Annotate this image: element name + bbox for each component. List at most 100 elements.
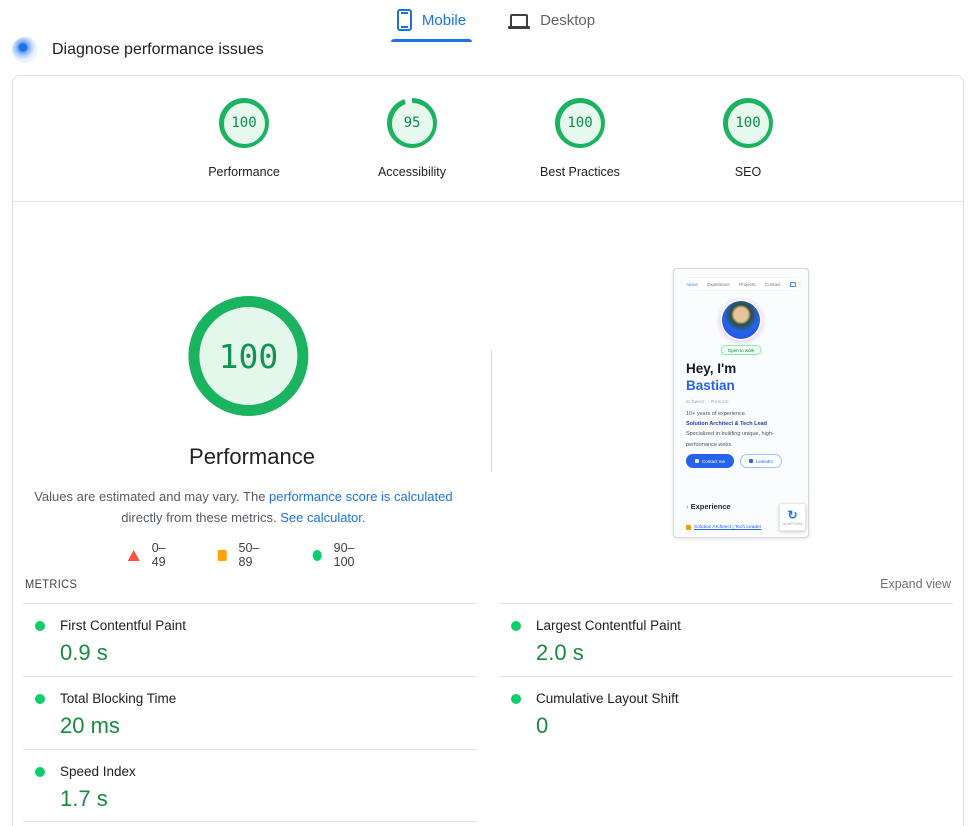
experience-item-icon xyxy=(686,525,691,530)
performance-title: Performance xyxy=(189,444,315,469)
metrics-heading: METRICS xyxy=(25,577,78,591)
tab-desktop[interactable]: Desktop xyxy=(502,0,601,42)
experience-item-link: Solution Architect | Tech Leader xyxy=(694,525,762,530)
pass-dot-icon xyxy=(511,620,521,631)
experience-item: Solution Architect | Tech Leader xyxy=(686,525,761,530)
fail-triangle-icon xyxy=(127,549,140,561)
performance-description: Values are estimated and may vary. The p… xyxy=(28,487,458,529)
heading-line2: Bastian xyxy=(686,377,735,393)
performance-score-gauge: 100 xyxy=(188,296,309,416)
gauge-label: SEO xyxy=(734,165,762,179)
recaptcha-label: reCAPTCHA xyxy=(782,521,803,526)
metric-value: 2.0 s xyxy=(536,640,584,665)
score-value: 95 xyxy=(403,115,421,131)
gauge-label: Best Practices xyxy=(540,165,620,179)
score-legend: 0–49 50–89 90–100 xyxy=(127,541,367,569)
gauge-accessibility[interactable]: 95 Accessibility xyxy=(364,98,460,179)
metrics-grid: First Contentful Paint 0.9 s Total Block… xyxy=(23,603,953,822)
thumb-nav-item: About xyxy=(686,281,698,287)
avatar xyxy=(722,301,760,339)
gauge-seo[interactable]: 100 SEO xyxy=(700,98,796,179)
phone-icon xyxy=(396,9,412,31)
legend-range: 0–49 xyxy=(151,541,166,569)
gauge-performance[interactable]: 100 Performance xyxy=(196,98,292,179)
gauge-ring: 100 xyxy=(723,98,773,148)
bio-text: 10+ years of experience. xyxy=(686,411,747,417)
metric-first-contentful-paint: First Contentful Paint 0.9 s xyxy=(23,603,477,676)
performance-summary: 100 Performance Values are estimated and… xyxy=(13,201,491,581)
gauge-label: Accessibility xyxy=(377,165,447,179)
metric-total-blocking-time: Total Blocking Time 20 ms xyxy=(23,676,477,749)
gauge-best-practices[interactable]: 100 Best Practices xyxy=(532,98,628,179)
metric-cumulative-layout-shift: Cumulative Layout Shift 0 xyxy=(499,676,953,749)
section-header: Diagnose performance issues xyxy=(12,36,264,64)
gauge-ring: 95 xyxy=(387,98,437,148)
chat-icon xyxy=(790,281,796,287)
pass-dot-icon xyxy=(511,693,521,704)
metrics-section: METRICS Expand view First Contentful Pai… xyxy=(23,577,953,822)
see-calculator-link[interactable]: See calculator. xyxy=(280,509,366,525)
pass-circle-icon xyxy=(312,549,322,561)
thumb-subline: Schweiz, · Remote xyxy=(686,399,729,404)
metric-value: 0 xyxy=(536,713,549,738)
open-to-work-badge: Open to work xyxy=(720,345,762,355)
legend-average: 50–89 xyxy=(217,541,266,569)
gauge-label: Performance xyxy=(208,165,280,179)
score-value: 100 xyxy=(231,115,257,131)
page-screenshot-thumbnail[interactable]: About Experience Projects Contact Open t… xyxy=(673,268,809,538)
thumb-navbar: About Experience Projects Contact xyxy=(682,278,800,290)
recaptcha-icon: ↻ xyxy=(787,507,798,522)
tab-mobile[interactable]: Mobile xyxy=(390,0,473,42)
bio-strong: Solution Architect & Tech Lead xyxy=(686,421,767,428)
score-value: 100 xyxy=(567,115,593,131)
tab-mobile-label: Mobile xyxy=(421,11,467,29)
divider xyxy=(13,201,963,202)
recaptcha-badge: ↻ reCAPTCHA xyxy=(779,503,806,531)
device-tabs: Mobile Desktop xyxy=(8,0,976,42)
linkedin-icon xyxy=(749,459,754,463)
tab-desktop-label: Desktop xyxy=(540,11,596,29)
legend-pass: 90–100 xyxy=(312,541,367,569)
contact-button: Contact me xyxy=(686,454,735,468)
legend-range: 50–89 xyxy=(238,541,260,569)
metric-largest-contentful-paint: Largest Contentful Paint 2.0 s xyxy=(499,603,953,676)
performance-score-value: 100 xyxy=(218,336,279,376)
metric-label: Largest Contentful Paint xyxy=(536,618,681,633)
expand-view-button[interactable]: Expand view xyxy=(880,577,951,591)
thumb-bio: 10+ years of experience. Solution Archit… xyxy=(686,409,798,450)
experience-heading: Experience xyxy=(686,502,731,511)
gauge-ring: 100 xyxy=(219,98,269,148)
desc-text: directly from these metrics. xyxy=(121,509,281,525)
average-square-icon xyxy=(217,549,227,561)
metric-label: Speed Index xyxy=(60,764,136,779)
laptop-icon xyxy=(508,13,531,30)
pass-dot-icon xyxy=(35,693,45,704)
radar-icon xyxy=(12,37,38,63)
gauge-ring: 100 xyxy=(555,98,605,148)
metric-label: Total Blocking Time xyxy=(60,691,177,706)
thumb-nav-item: Experience xyxy=(707,281,730,287)
metrics-left-column: First Contentful Paint 0.9 s Total Block… xyxy=(23,603,477,822)
pass-dot-icon xyxy=(35,766,45,777)
score-calc-link[interactable]: performance score is calculated xyxy=(269,489,453,504)
thumb-heading: Hey, I'm Bastian xyxy=(686,361,736,395)
heading-line1: Hey, I'm xyxy=(686,361,737,376)
metrics-right-column: Largest Contentful Paint 2.0 s Cumulativ… xyxy=(499,603,953,822)
pass-dot-icon xyxy=(35,620,45,631)
metric-value: 0.9 s xyxy=(60,640,108,665)
linkedin-button: LinkedIn xyxy=(740,454,783,468)
thumb-nav-item: Projects xyxy=(739,281,756,287)
score-value: 100 xyxy=(735,115,761,131)
desc-text: Values are estimated and may vary. The xyxy=(34,489,270,504)
report-card: 100 Performance 95 Accessibility 100 Bes… xyxy=(12,75,964,826)
metric-label: First Contentful Paint xyxy=(60,618,187,633)
active-tab-underline xyxy=(390,39,473,42)
divider xyxy=(491,350,492,472)
metrics-header: METRICS Expand view xyxy=(23,577,953,603)
category-gauges: 100 Performance 95 Accessibility 100 Bes… xyxy=(21,98,971,179)
bio-text: Specialized in building unique, high-per… xyxy=(686,431,774,448)
thumb-buttons: Contact me LinkedIn xyxy=(686,454,783,468)
metric-label: Cumulative Layout Shift xyxy=(536,691,679,706)
legend-fail: 0–49 xyxy=(127,541,171,569)
